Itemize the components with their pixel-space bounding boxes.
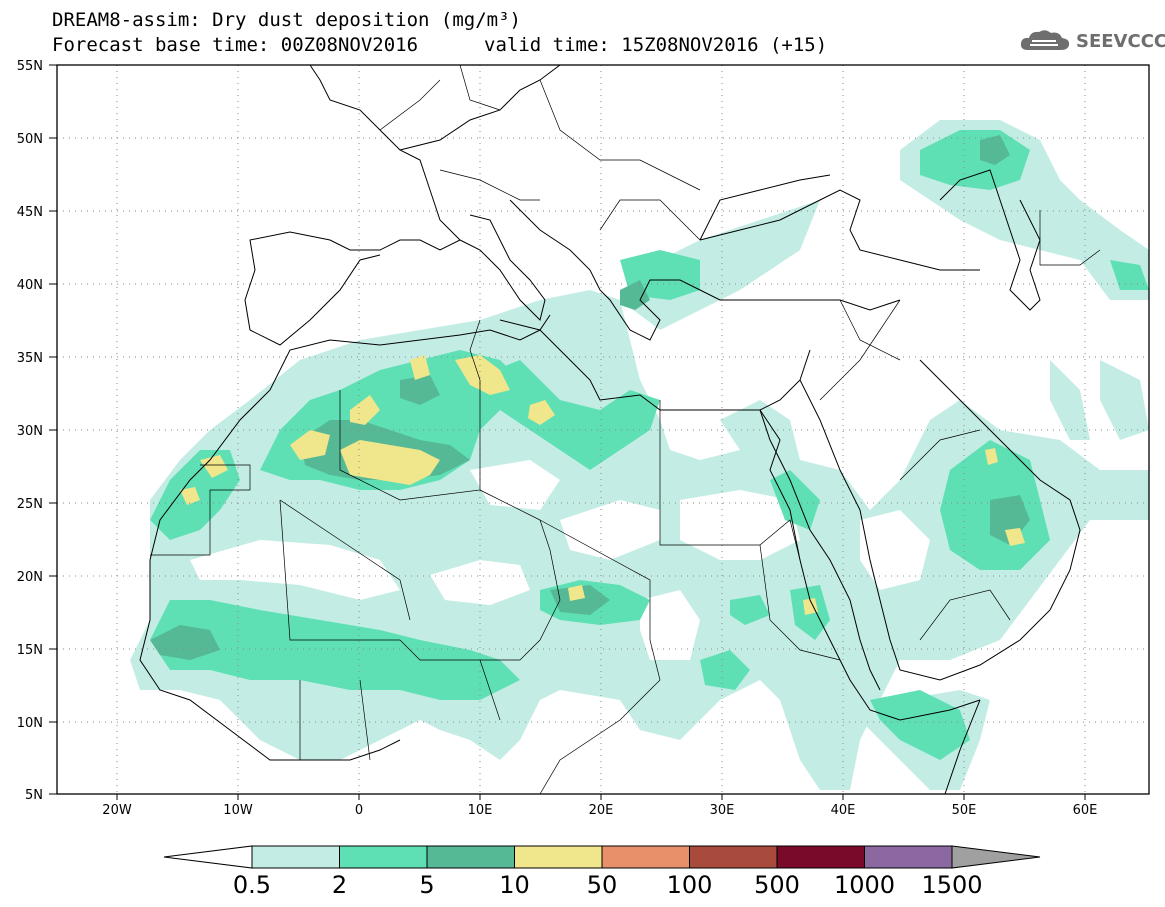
seevccc-logo: SEEVCCC (1018, 28, 1165, 54)
latitude-labels: 55N 50N 45N 40N 35N 30N 25N 20N 15N 10N … (17, 59, 43, 803)
colorbar-label: 0.5 (233, 871, 271, 899)
colorbar-label: 5 (419, 871, 434, 899)
logo-text: SEEVCCC (1076, 30, 1165, 52)
graticule (57, 65, 1149, 794)
lat-label: 15N (17, 643, 43, 658)
lat-label: 50N (17, 132, 43, 147)
lon-label: 30E (710, 803, 735, 818)
colorbar-labels: 0.5 2 5 10 50 100 500 1000 1500 (233, 871, 983, 899)
lat-label: 25N (17, 497, 43, 512)
colorbar-cell (339, 845, 428, 869)
colorbar-cell (689, 845, 778, 869)
colorbar-label: 10 (499, 871, 530, 899)
lon-label: 10W (223, 803, 253, 818)
lat-label: 35N (17, 351, 43, 366)
lon-label: 20W (102, 803, 132, 818)
colorbar-over-arrow (951, 845, 1041, 869)
colorbar-under-arrow (163, 845, 253, 869)
map-title: DREAM8-assim: Dry dust deposition (mg/m³… (52, 9, 521, 31)
coastlines (139, 65, 1081, 794)
colorbar-cell (864, 845, 953, 869)
lat-label: 30N (17, 424, 43, 439)
colorbar: 0.5 2 5 10 50 100 500 1000 1500 (163, 845, 1041, 899)
colorbar-cell (426, 845, 515, 869)
lat-label: 10N (17, 716, 43, 731)
cloud-icon (1020, 30, 1070, 50)
lon-label: 60E (1073, 803, 1098, 818)
lon-label: 50E (952, 803, 977, 818)
lat-label: 5N (25, 788, 43, 803)
valid-time: valid time: 15Z08NOV2016 (+15) (484, 34, 828, 56)
lat-label: 20N (17, 570, 43, 585)
map-panel (57, 65, 1149, 794)
colorbar-label: 50 (587, 871, 618, 899)
colorbar-label: 500 (754, 871, 800, 899)
dust-field-gaps (190, 420, 930, 660)
colorbar-label: 100 (667, 871, 713, 899)
colorbar-cells (251, 845, 953, 869)
lat-tick-marks (49, 64, 57, 795)
country-borders (150, 65, 1101, 794)
forecast-base-time: Forecast base time: 00Z08NOV2016 (52, 34, 419, 56)
lon-label: 20E (589, 803, 614, 818)
colorbar-label: 2 (332, 871, 347, 899)
colorbar-cell (514, 845, 603, 869)
lon-tick-marks (116, 794, 1086, 800)
colorbar-cell (776, 845, 865, 869)
lon-label: 10E (468, 803, 493, 818)
dust-field-10-50 (180, 355, 1025, 615)
colorbar-label: 1500 (921, 871, 982, 899)
colorbar-cell (601, 845, 690, 869)
lon-label: 0 (355, 803, 363, 818)
colorbar-cell (251, 845, 340, 869)
lat-label: 40N (17, 278, 43, 293)
lat-label: 55N (17, 59, 43, 74)
colorbar-label: 1000 (834, 871, 895, 899)
lon-label: 40E (831, 803, 856, 818)
lat-label: 45N (17, 205, 43, 220)
longitude-labels: 20W 10W 0 10E 20E 30E 40E 50E 60E (102, 803, 1097, 818)
